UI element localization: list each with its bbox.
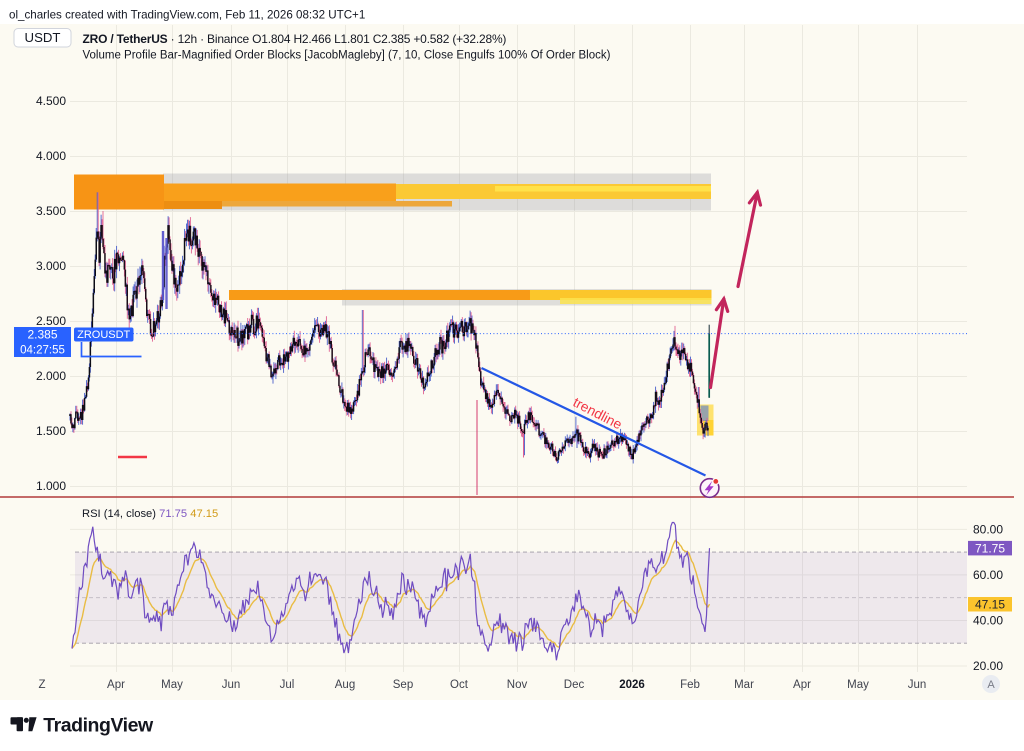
svg-text:ZRO / TetherUS · 12h · Binance: ZRO / TetherUS · 12h · Binance O1.804 H2… — [83, 32, 507, 46]
svg-text:2026: 2026 — [619, 679, 645, 691]
svg-text:Jul: Jul — [280, 679, 295, 691]
svg-text:Oct: Oct — [450, 679, 469, 691]
svg-text:2.000: 2.000 — [36, 369, 66, 383]
svg-text:ZROUSDT: ZROUSDT — [77, 329, 130, 341]
svg-text:Z: Z — [38, 679, 45, 691]
svg-text:USDT: USDT — [25, 30, 61, 45]
svg-text:Nov: Nov — [507, 679, 528, 691]
svg-text:1.500: 1.500 — [36, 424, 66, 438]
svg-text:Dec: Dec — [564, 679, 585, 691]
svg-text:71.75: 71.75 — [975, 541, 1005, 555]
svg-text:Feb: Feb — [680, 679, 700, 691]
svg-text:20.00: 20.00 — [973, 659, 1003, 673]
svg-text:A: A — [987, 679, 995, 691]
svg-text:May: May — [161, 679, 183, 691]
svg-text:Jun: Jun — [908, 679, 927, 691]
svg-text:Jun: Jun — [222, 679, 241, 691]
svg-text:ol_charles created with Tradin: ol_charles created with TradingView.com,… — [9, 9, 365, 22]
svg-text:Apr: Apr — [793, 679, 811, 691]
svg-text:3.500: 3.500 — [36, 204, 66, 218]
svg-text:2.385: 2.385 — [27, 328, 57, 342]
svg-text:RSI (14, close) 71.75 47.15: RSI (14, close) 71.75 47.15 — [82, 508, 218, 520]
svg-text:Aug: Aug — [335, 679, 355, 691]
svg-text:4.500: 4.500 — [36, 94, 66, 108]
svg-text:TradingView: TradingView — [43, 715, 154, 737]
svg-text:3.000: 3.000 — [36, 259, 66, 273]
svg-text:May: May — [847, 679, 869, 691]
svg-text:60.00: 60.00 — [973, 568, 1003, 582]
svg-text:Apr: Apr — [107, 679, 125, 691]
svg-text:Volume Profile Bar-Magnified O: Volume Profile Bar-Magnified Order Block… — [83, 50, 611, 62]
svg-text:1.000: 1.000 — [36, 479, 66, 493]
svg-text:80.00: 80.00 — [973, 522, 1003, 536]
svg-text:4.000: 4.000 — [36, 149, 66, 163]
svg-text:04:27:55: 04:27:55 — [20, 345, 65, 357]
svg-text:47.15: 47.15 — [975, 597, 1005, 611]
svg-text:40.00: 40.00 — [973, 614, 1003, 628]
svg-text:2.500: 2.500 — [36, 314, 66, 328]
svg-text:Mar: Mar — [734, 679, 754, 691]
svg-text:Sep: Sep — [393, 679, 413, 691]
